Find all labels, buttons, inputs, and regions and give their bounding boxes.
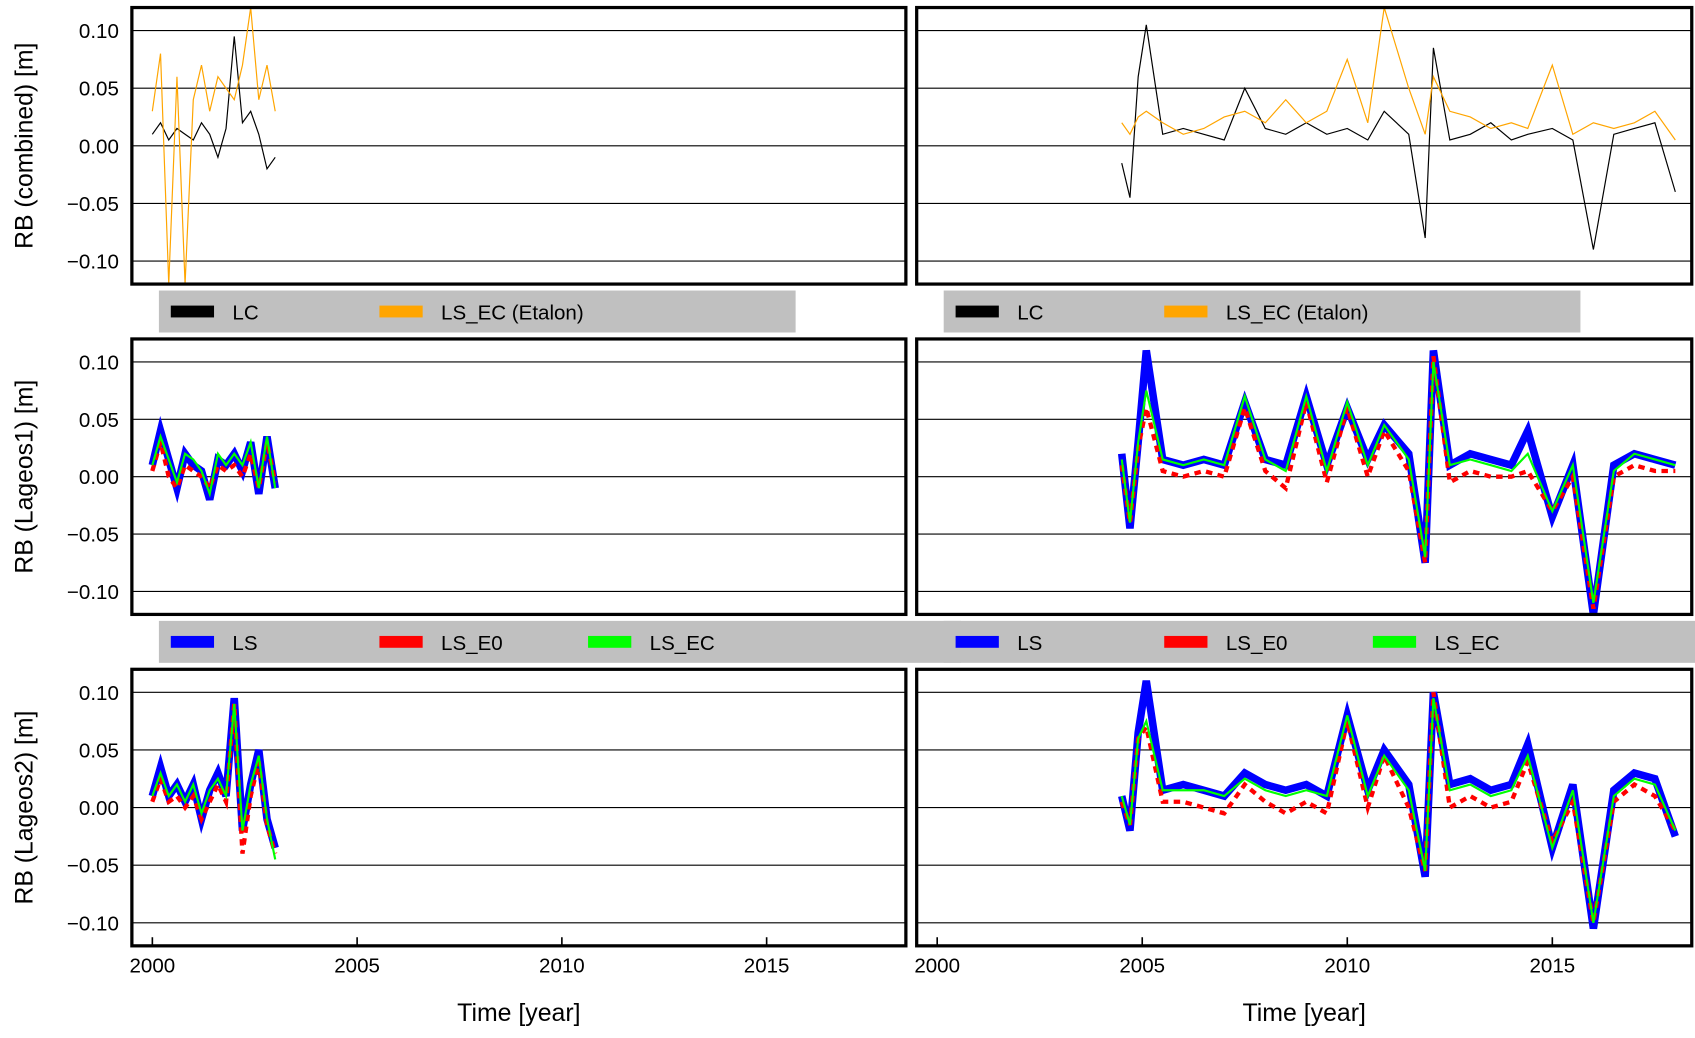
y-tick-label: −0.05 — [67, 855, 119, 878]
series-line — [1120, 361, 1676, 604]
x-tick-label: 2000 — [130, 955, 176, 978]
legend-swatch — [1164, 635, 1208, 648]
plot-frame — [130, 667, 908, 948]
series-line — [1120, 697, 1677, 923]
legend-swatch — [170, 635, 215, 648]
legend-label: LC — [232, 302, 258, 325]
x-axis-label: Time [year] — [457, 1000, 580, 1027]
plot-frame — [130, 5, 908, 286]
legend-box — [943, 290, 1581, 333]
legend-label: LS — [232, 632, 257, 655]
series-line — [151, 36, 276, 171]
legend-label: LS_E0 — [1226, 632, 1288, 655]
series-line — [1121, 24, 1676, 250]
y-tick-label: 0.05 — [79, 78, 119, 101]
y-tick-label: 0.00 — [79, 797, 119, 820]
x-tick-label: 2015 — [1529, 955, 1575, 978]
y-tick-label: 0.05 — [79, 409, 119, 432]
y-tick-label: 0.00 — [79, 135, 119, 158]
legend-box — [158, 620, 962, 663]
legend-swatch — [379, 305, 423, 318]
plot-area — [1121, 7, 1676, 250]
plot-area — [148, 415, 279, 504]
legend-swatch — [955, 635, 999, 648]
x-tick-label: 2005 — [334, 955, 380, 978]
series-line — [1119, 355, 1676, 610]
series-line — [1119, 692, 1678, 924]
y-tick-label: −0.05 — [67, 524, 119, 547]
x-axis-label: Time [year] — [1243, 1000, 1366, 1027]
y-tick-label: −0.10 — [67, 912, 119, 935]
y-tick-label: 0.10 — [79, 351, 119, 374]
plot-frame — [915, 5, 1694, 286]
legend-label: LS_EC (Etalon) — [441, 302, 584, 325]
y-axis-label: RB (Lageos1) [m] — [11, 380, 38, 574]
plot-frame — [130, 337, 908, 617]
legend-swatch — [1372, 635, 1417, 648]
y-tick-label: −0.10 — [67, 251, 119, 274]
y-tick-label: 0.00 — [79, 466, 119, 489]
series-line — [1118, 680, 1679, 930]
plot-area — [148, 697, 279, 860]
series-line — [1121, 7, 1676, 141]
x-tick-label: 2010 — [1324, 955, 1370, 978]
plot-frame — [915, 337, 1694, 617]
legend-box — [158, 290, 796, 333]
legend-swatch — [955, 305, 999, 318]
legend-label: LS_EC (Etalon) — [1226, 302, 1369, 325]
x-tick-label: 2000 — [914, 955, 960, 978]
plot-area — [1117, 349, 1677, 615]
series-line — [151, 433, 277, 498]
legend-label: LS_EC — [1434, 632, 1499, 655]
series-line — [151, 703, 277, 860]
legend-swatch — [170, 305, 215, 318]
x-tick-label: 2015 — [744, 955, 790, 978]
legend-label: LC — [1017, 302, 1043, 325]
legend-box — [943, 620, 1695, 663]
x-tick-label: 2010 — [539, 955, 585, 978]
y-axis-label: RB (combined) [m] — [11, 43, 38, 249]
legend-swatch — [1164, 305, 1208, 318]
legend-label: LS — [1017, 632, 1042, 655]
series-line — [151, 7, 276, 285]
legend-swatch — [379, 635, 423, 648]
y-axis-label: RB (Lageos2) [m] — [11, 711, 38, 905]
legend-label: LS_EC — [650, 632, 715, 655]
plot-area — [1118, 680, 1679, 930]
legend-label: LS_E0 — [441, 632, 503, 655]
y-tick-label: 0.10 — [79, 20, 119, 43]
y-tick-label: −0.05 — [67, 193, 119, 216]
y-tick-label: 0.10 — [79, 682, 119, 705]
y-tick-label: −0.10 — [67, 581, 119, 604]
series-line — [1117, 349, 1677, 615]
plot-frame — [915, 667, 1694, 948]
x-tick-label: 2005 — [1119, 955, 1165, 978]
legend-swatch — [588, 635, 632, 648]
plot-area — [151, 7, 276, 285]
y-tick-label: 0.05 — [79, 740, 119, 763]
